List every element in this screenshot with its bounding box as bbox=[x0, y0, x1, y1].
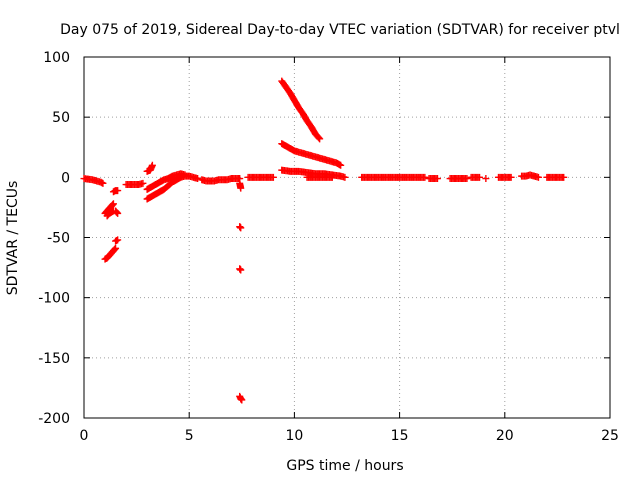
y-tick-label: 0 bbox=[61, 170, 70, 186]
data-point bbox=[534, 173, 542, 181]
data-point bbox=[482, 175, 490, 183]
x-tick-label: 10 bbox=[285, 428, 303, 444]
x-tick-label: 0 bbox=[80, 428, 89, 444]
data-point bbox=[110, 246, 118, 254]
data-point bbox=[148, 161, 156, 169]
y-axis-label: SDTVAR / TECUs bbox=[5, 181, 21, 296]
x-tick-label: 25 bbox=[601, 428, 619, 444]
data-point bbox=[237, 184, 245, 192]
data-point bbox=[433, 175, 441, 183]
data-point bbox=[194, 175, 202, 183]
data-points bbox=[80, 77, 568, 404]
data-point bbox=[238, 396, 246, 404]
data-point bbox=[476, 173, 484, 181]
data-point bbox=[316, 135, 324, 143]
data-point bbox=[108, 201, 116, 209]
data-point bbox=[114, 236, 122, 244]
x-tick-label: 15 bbox=[391, 428, 409, 444]
data-point bbox=[328, 173, 336, 181]
y-tick-label: -150 bbox=[38, 351, 70, 367]
data-point bbox=[99, 179, 107, 187]
plot-frame bbox=[83, 56, 611, 419]
data-point bbox=[109, 200, 117, 208]
data-point bbox=[560, 173, 568, 181]
data-point bbox=[181, 171, 189, 179]
data-point bbox=[421, 173, 429, 181]
x-tick-label: 5 bbox=[185, 428, 194, 444]
data-point bbox=[507, 173, 515, 181]
x-axis-label: GPS time / hours bbox=[286, 458, 403, 474]
y-tick-label: -100 bbox=[38, 291, 70, 307]
data-point bbox=[112, 208, 120, 216]
y-tick-label: 50 bbox=[52, 110, 70, 126]
data-point bbox=[341, 173, 349, 181]
data-point bbox=[113, 209, 121, 217]
data-point bbox=[111, 245, 119, 253]
x-tick-label: 20 bbox=[496, 428, 514, 444]
y-tick-label: -200 bbox=[38, 411, 70, 427]
data-point bbox=[269, 173, 277, 181]
data-point bbox=[114, 209, 122, 217]
data-point bbox=[237, 224, 245, 232]
data-point bbox=[237, 266, 245, 274]
data-point bbox=[139, 179, 147, 187]
data-point bbox=[337, 161, 345, 169]
data-point bbox=[315, 134, 323, 142]
grid-lines bbox=[84, 57, 610, 418]
data-point bbox=[109, 201, 117, 209]
data-point bbox=[114, 187, 122, 195]
axis-ticks: 0 5 10 15 20 25 -200 -150 -100 -50 0 50 100 bbox=[38, 50, 619, 444]
chart-title: Day 075 of 2019, Sidereal Day-to-day VTE… bbox=[60, 22, 620, 38]
y-tick-label: -50 bbox=[47, 231, 70, 247]
y-tick-label: 100 bbox=[43, 50, 70, 66]
data-point bbox=[112, 244, 120, 252]
data-point bbox=[463, 175, 471, 183]
